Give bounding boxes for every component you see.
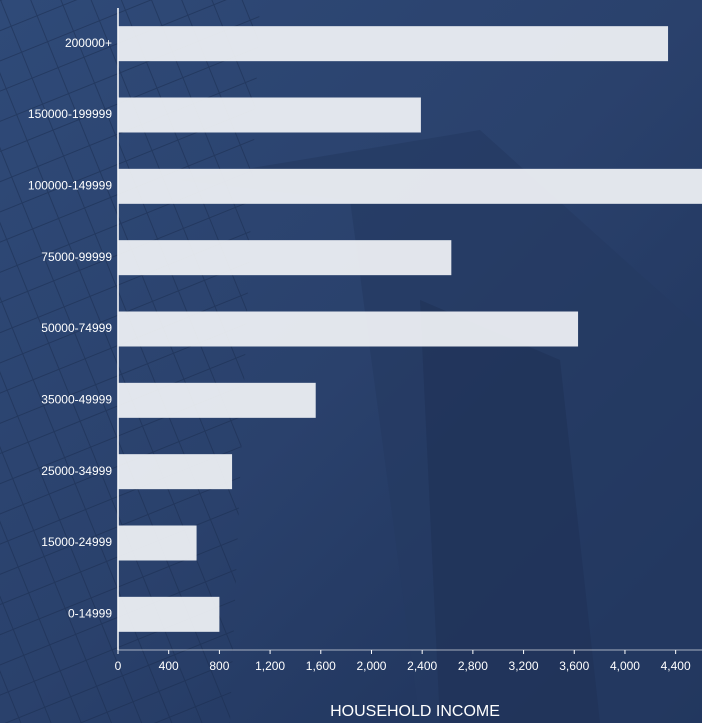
bar	[118, 454, 233, 490]
y-tick-label: 100000-149999	[28, 179, 112, 193]
x-tick-label: 1,200	[255, 659, 285, 673]
y-tick-label: 25000-34999	[41, 464, 112, 478]
x-tick-label: 3,600	[559, 659, 589, 673]
x-tick-label: 1,600	[306, 659, 336, 673]
x-tick-label: 0	[115, 659, 122, 673]
bar	[118, 311, 579, 347]
bar	[118, 97, 421, 133]
x-tick-label: 3,200	[509, 659, 539, 673]
x-tick-label: 800	[209, 659, 229, 673]
y-tick-label: 50000-74999	[41, 321, 112, 335]
x-tick-label: 2,800	[458, 659, 488, 673]
y-tick-label: 200000+	[65, 36, 112, 50]
x-tick-label: 4,000	[610, 659, 640, 673]
y-tick-label: 150000-199999	[28, 107, 112, 121]
bar	[118, 596, 220, 632]
x-tick-label: 4,400	[661, 659, 691, 673]
x-tick-label: 2,400	[407, 659, 437, 673]
bar	[118, 26, 669, 62]
bar	[118, 168, 702, 204]
y-tick-label: 15000-24999	[41, 535, 112, 549]
x-tick-label: 2,000	[356, 659, 386, 673]
x-axis-title: HOUSEHOLD INCOME	[330, 703, 500, 720]
bar	[118, 382, 316, 418]
bar	[118, 525, 197, 561]
background-building	[420, 300, 600, 723]
y-tick-label: 0-14999	[68, 607, 112, 621]
bar	[118, 240, 452, 276]
y-tick-label: 75000-99999	[41, 250, 112, 264]
y-tick-label: 35000-49999	[41, 393, 112, 407]
x-tick-label: 400	[159, 659, 179, 673]
